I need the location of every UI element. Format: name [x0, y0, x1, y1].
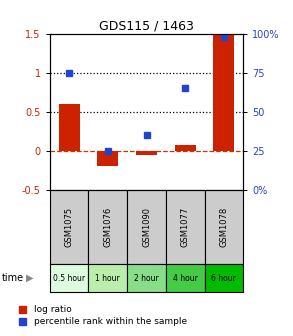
- Bar: [205, 190, 243, 264]
- Bar: [166, 190, 205, 264]
- Text: GSM1075: GSM1075: [65, 207, 74, 247]
- Text: 2 hour: 2 hour: [134, 274, 159, 283]
- Text: time: time: [1, 273, 24, 283]
- Bar: [59, 104, 80, 151]
- Bar: [166, 264, 205, 292]
- Bar: [50, 264, 88, 292]
- Text: ▶: ▶: [26, 273, 34, 283]
- Bar: [50, 190, 88, 264]
- Bar: [213, 34, 234, 151]
- Text: GSM1090: GSM1090: [142, 207, 151, 247]
- Text: GSM1076: GSM1076: [103, 207, 112, 247]
- Text: 4 hour: 4 hour: [173, 274, 197, 283]
- Text: 6 hour: 6 hour: [212, 274, 236, 283]
- Bar: [127, 264, 166, 292]
- Text: 1 hour: 1 hour: [96, 274, 120, 283]
- Bar: [88, 264, 127, 292]
- Bar: [97, 151, 118, 166]
- Bar: [127, 190, 166, 264]
- Bar: [205, 264, 243, 292]
- Text: 0.5 hour: 0.5 hour: [53, 274, 85, 283]
- Title: GDS115 / 1463: GDS115 / 1463: [99, 19, 194, 33]
- Bar: [88, 190, 127, 264]
- Text: GSM1078: GSM1078: [219, 207, 228, 247]
- Bar: [136, 151, 157, 155]
- Text: GSM1077: GSM1077: [181, 207, 190, 247]
- Legend: log ratio, percentile rank within the sample: log ratio, percentile rank within the sa…: [19, 305, 187, 326]
- Bar: [175, 144, 196, 151]
